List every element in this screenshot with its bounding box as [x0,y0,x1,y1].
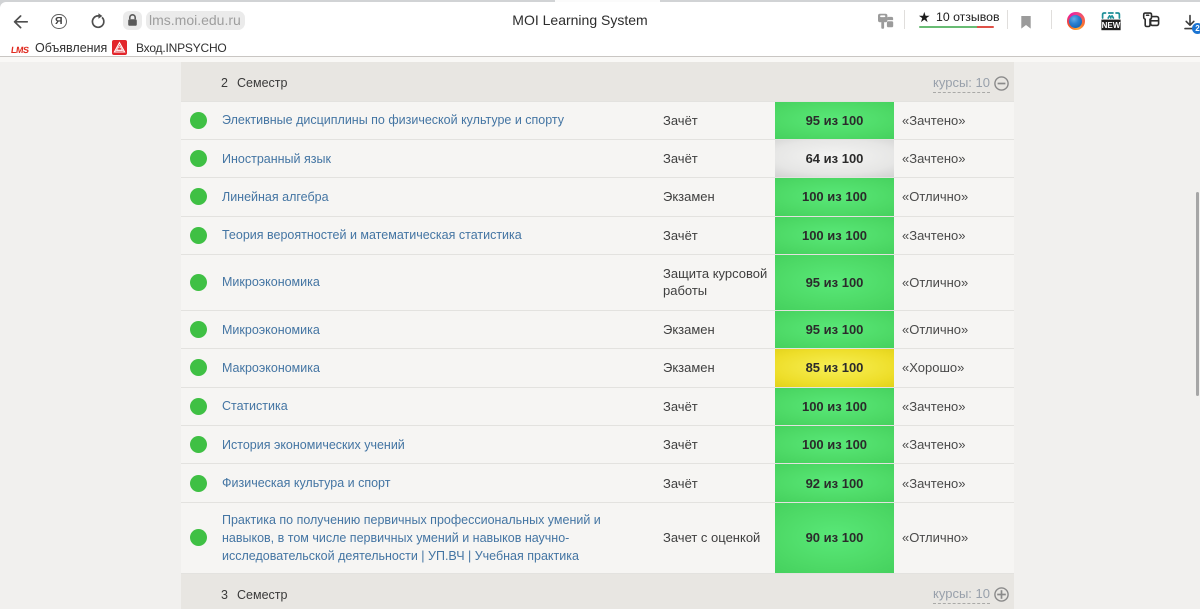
svg-text:NEW: NEW [1102,21,1121,30]
